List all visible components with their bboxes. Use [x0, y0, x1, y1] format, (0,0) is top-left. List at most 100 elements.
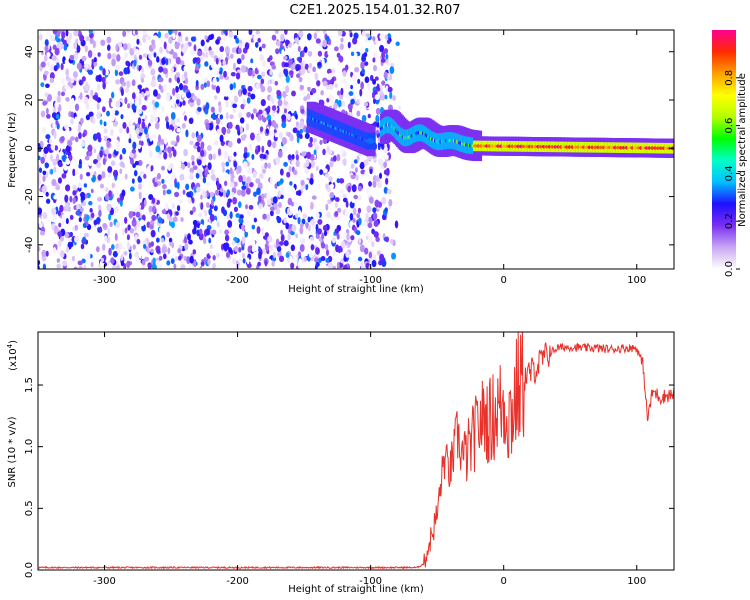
heatmap-cell: [314, 141, 318, 148]
heatmap-cell: [237, 165, 242, 174]
heatmap-cell: [298, 30, 304, 39]
heatmap-cell: [143, 126, 148, 135]
heatmap-cell: [320, 242, 326, 249]
heatmap-cell: [175, 71, 181, 78]
heatmap-cell: [314, 72, 319, 81]
heatmap-cell: [116, 264, 120, 269]
heatmap-cell: [371, 45, 377, 51]
heatmap-cell: [111, 58, 116, 67]
heatmap-cell: [98, 204, 102, 211]
heatmap-cell: [261, 43, 266, 49]
heatmap-cell: [345, 250, 350, 258]
heatmap-cell: [195, 64, 200, 71]
heatmap-cell: [326, 68, 332, 75]
heatmap-cell: [57, 231, 63, 237]
y-tick-label: 0.0: [24, 562, 35, 578]
heatmap-cell: [46, 261, 51, 269]
heatmap-cell: [365, 47, 369, 53]
heatmap-cell: [371, 259, 377, 268]
heatmap-cell: [257, 114, 263, 121]
heatmap-cell: [111, 182, 116, 189]
heatmap-cell: [271, 105, 277, 112]
heatmap-cell: [247, 245, 251, 254]
heatmap-cell: [388, 198, 393, 207]
heatmap-cell: [103, 121, 107, 127]
heatmap-cell: [69, 195, 73, 203]
heatmap-cell: [367, 235, 373, 244]
heatmap-cell: [229, 155, 233, 160]
heatmap-cell: [286, 171, 291, 178]
heatmap-cell: [50, 154, 53, 162]
heatmap-cell: [107, 228, 111, 236]
heatmap-cell: [250, 93, 256, 100]
heatmap-cell: [334, 201, 338, 209]
heatmap-cell: [110, 257, 115, 265]
heatmap-cell: [200, 141, 205, 148]
heatmap-cell: [357, 207, 362, 214]
heatmap-cell: [267, 162, 272, 169]
heatmap-cell: [210, 106, 215, 113]
heatmap-cell: [303, 256, 307, 262]
heatmap-cell: [361, 55, 367, 62]
heatmap-cell: [165, 116, 169, 123]
heatmap-cell: [211, 229, 217, 235]
colorbar-tick-label: 0.4: [724, 165, 735, 181]
heatmap-cell: [235, 37, 240, 44]
heatmap-cell: [78, 265, 83, 269]
heatmap-cell: [295, 159, 300, 168]
heatmap-cell: [372, 64, 378, 72]
heatmap-cell: [360, 169, 366, 175]
heatmap-cell: [281, 136, 287, 145]
heatmap-cell: [383, 161, 387, 168]
heatmap-cell: [274, 112, 278, 118]
heatmap-cell: [38, 260, 41, 265]
heatmap-cell: [297, 217, 301, 225]
heatmap-cell: [349, 212, 354, 221]
heatmap-cell: [352, 217, 356, 224]
heatmap-cell: [380, 58, 386, 63]
heatmap-cell: [246, 263, 252, 269]
heatmap-cell: [98, 226, 102, 233]
heatmap-cell: [281, 49, 285, 57]
heatmap-cell: [157, 31, 162, 39]
heatmap-cell: [219, 134, 224, 143]
heatmap-cell: [70, 118, 74, 125]
heatmap-cell: [192, 219, 198, 226]
heatmap-cell: [365, 186, 371, 195]
heatmap-cell: [65, 246, 70, 253]
heatmap-cell: [227, 121, 233, 129]
heatmap-cell: [43, 55, 48, 62]
heatmap-cell: [147, 165, 152, 172]
heatmap-cell: [90, 89, 94, 97]
heatmap-cell: [268, 258, 272, 266]
heatmap-cell: [196, 145, 201, 153]
heatmap-cell: [109, 221, 113, 228]
heatmap-cell: [134, 160, 140, 166]
heatmap-cell: [185, 183, 190, 191]
heatmap-cell: [253, 217, 258, 223]
heatmap-cell: [249, 132, 255, 141]
heatmap-cell: [51, 178, 57, 187]
heatmap-cell: [327, 262, 334, 269]
heatmap-cell: [175, 56, 181, 65]
heatmap-cell: [306, 151, 311, 160]
snr-series-line: [38, 332, 674, 570]
heatmap-cell: [71, 97, 75, 105]
heatmap-cell: [74, 136, 79, 143]
heatmap-cell: [158, 227, 163, 234]
heatmap-cell: [216, 128, 221, 135]
heatmap-cell: [322, 224, 328, 231]
heatmap-cell: [153, 89, 158, 97]
heatmap-cell: [212, 255, 216, 261]
heatmap-cell: [137, 159, 143, 167]
heatmap-cell: [282, 146, 288, 153]
heatmap-cell: [226, 128, 231, 134]
heatmap-cell: [242, 258, 246, 264]
heatmap-cell: [97, 174, 102, 181]
heatmap-cell: [248, 204, 254, 210]
heatmap-cell: [297, 45, 301, 52]
heatmap-cell: [189, 172, 193, 178]
heatmap-cell: [179, 106, 185, 114]
heatmap-cell: [310, 160, 316, 168]
heatmap-cell: [88, 200, 93, 206]
